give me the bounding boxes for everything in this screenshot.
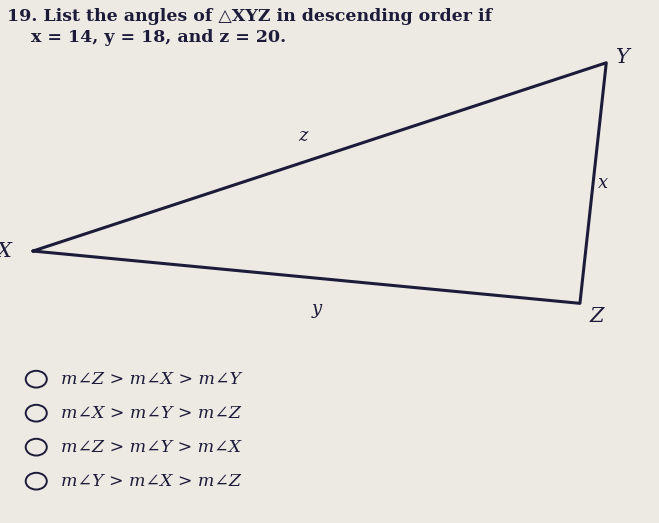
Text: 19. List the angles of △XYZ in descending order if: 19. List the angles of △XYZ in descendin…	[7, 8, 492, 25]
Text: x = 14, y = 18, and z = 20.: x = 14, y = 18, and z = 20.	[7, 29, 286, 46]
Text: m∠Y > m∠X > m∠Z: m∠Y > m∠X > m∠Z	[61, 473, 241, 490]
Text: m∠Z > m∠X > m∠Y: m∠Z > m∠X > m∠Y	[61, 371, 241, 388]
Text: x: x	[598, 174, 608, 192]
Text: Y: Y	[616, 48, 629, 67]
Text: z: z	[299, 127, 308, 145]
Text: X: X	[0, 242, 11, 260]
Text: m∠X > m∠Y > m∠Z: m∠X > m∠Y > m∠Z	[61, 405, 241, 422]
Text: y: y	[311, 300, 322, 317]
Text: Z: Z	[589, 307, 604, 326]
Text: m∠Z > m∠Y > m∠X: m∠Z > m∠Y > m∠X	[61, 439, 241, 456]
